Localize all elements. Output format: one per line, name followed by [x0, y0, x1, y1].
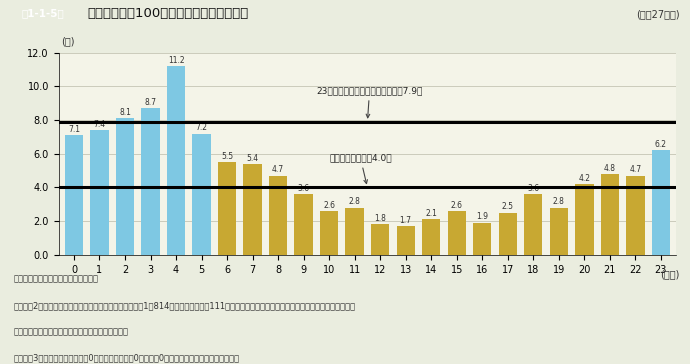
Bar [550, 207, 568, 255]
Text: 2.8: 2.8 [553, 197, 564, 206]
Bar [141, 108, 159, 255]
Text: 全時間帯の平均：4.0人: 全時間帯の平均：4.0人 [329, 154, 392, 183]
Bar [499, 213, 517, 255]
Text: 8.1: 8.1 [119, 108, 131, 117]
Bar [524, 194, 542, 255]
Text: 1.7: 1.7 [400, 216, 412, 225]
Bar [371, 225, 389, 255]
Text: 1.9: 1.9 [476, 213, 489, 221]
Bar [295, 194, 313, 255]
Text: 第1-1-5図: 第1-1-5図 [22, 9, 64, 19]
Text: 4.2: 4.2 [578, 174, 591, 183]
Bar [601, 174, 619, 255]
Text: 6.2: 6.2 [655, 140, 667, 149]
Text: 5.4: 5.4 [246, 154, 259, 163]
Text: 7.2: 7.2 [195, 123, 208, 132]
Bar [473, 223, 491, 255]
Text: 3.6: 3.6 [297, 184, 310, 193]
Text: 2.6: 2.6 [451, 201, 463, 210]
Text: 2.1: 2.1 [425, 209, 437, 218]
Text: 8.7: 8.7 [144, 98, 157, 107]
Bar [397, 226, 415, 255]
Text: 4.7: 4.7 [272, 165, 284, 174]
Bar [218, 162, 236, 255]
Bar [244, 164, 262, 255]
Bar [651, 150, 670, 255]
Text: 7.1: 7.1 [68, 125, 80, 134]
Bar [193, 134, 210, 255]
Bar [116, 118, 134, 255]
Text: 2.6: 2.6 [323, 201, 335, 210]
Text: 11.2: 11.2 [168, 56, 184, 65]
Text: (時刻): (時刻) [660, 269, 680, 279]
Bar [320, 211, 338, 255]
Text: 23時～翅朝５時の時間帯の平均：7.9人: 23時～翅朝５時の時間帯の平均：7.9人 [317, 86, 423, 118]
Text: （備考）１　「火災報告」により作成: （備考）１ 「火災報告」により作成 [14, 275, 99, 284]
Text: 時間帯別火災100件当たりの死者発生状況: 時間帯別火災100件当たりの死者発生状況 [88, 7, 249, 20]
Bar [575, 184, 593, 255]
Text: 3　例えば、時間帯の「0」は、出火時刻が0時０分～0時５９分の間であることを示す。: 3 例えば、時間帯の「0」は、出火時刻が0時０分～0時５９分の間であることを示す… [14, 353, 240, 363]
Text: (平成27年中): (平成27年中) [636, 9, 680, 19]
Text: 2.5: 2.5 [502, 202, 514, 211]
Bar [448, 211, 466, 255]
Bar [269, 176, 287, 255]
Bar [167, 66, 185, 255]
Bar [90, 130, 108, 255]
Text: 2.8: 2.8 [348, 197, 361, 206]
Text: 2　各時間帯の数値は、出火時刻が不明の火災（1，814件）による死者（111人）を除く集計結果。「全時間帯の平均」は、出火時刻が: 2 各時間帯の数値は、出火時刻が不明の火災（1，814件）による死者（111人）… [14, 301, 356, 310]
Bar [346, 207, 364, 255]
Text: 4.7: 4.7 [629, 165, 642, 174]
Text: 1.8: 1.8 [374, 214, 386, 223]
Text: (人): (人) [61, 36, 75, 46]
Text: 5.5: 5.5 [221, 152, 233, 161]
Bar [627, 176, 644, 255]
Bar [422, 219, 440, 255]
Text: 不明である火災による死者を含む平均: 不明である火災による死者を含む平均 [14, 327, 129, 336]
Text: 4.8: 4.8 [604, 164, 616, 173]
Bar [65, 135, 83, 255]
Text: 7.4: 7.4 [93, 120, 106, 129]
Text: 3.6: 3.6 [527, 184, 540, 193]
